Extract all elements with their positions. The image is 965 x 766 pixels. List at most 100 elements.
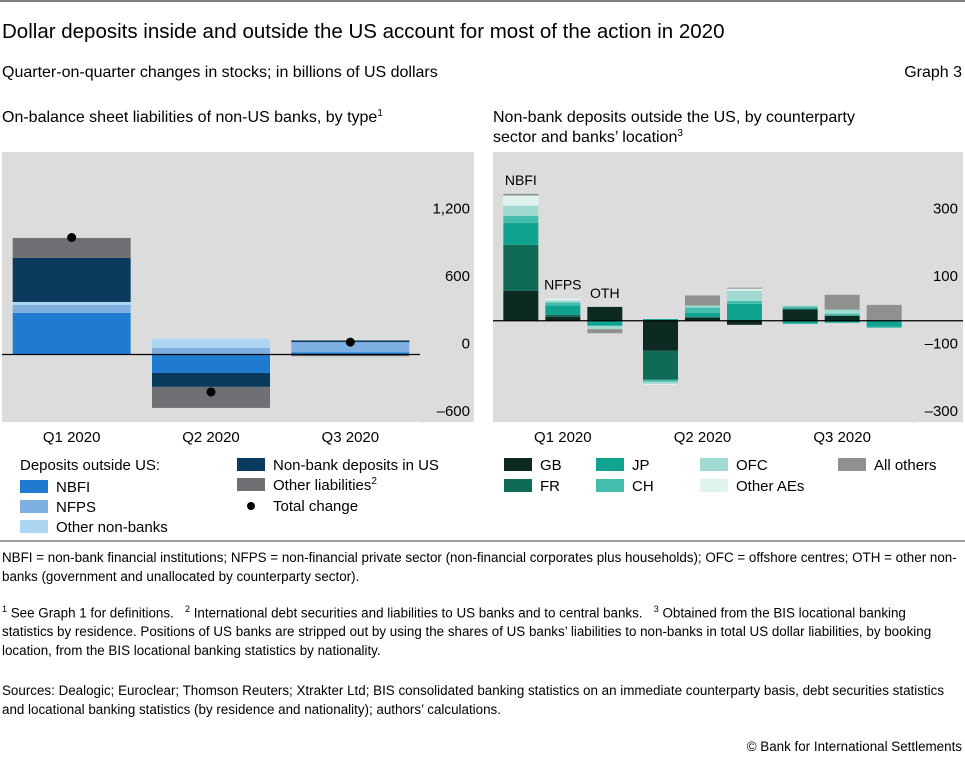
panel-title-line: Non-bank deposits outside the US, by cou…	[493, 109, 855, 126]
bar-segment	[643, 319, 678, 321]
legend-label: GB	[540, 457, 562, 474]
sources: Sources: Dealogic; Euroclear; Thomson Re…	[2, 683, 945, 717]
legend-text: NBFI	[56, 479, 90, 496]
bar-segment	[643, 320, 678, 351]
y-tick-label: –600	[437, 403, 470, 420]
panel-title-line: sector and banks’ location	[493, 129, 677, 146]
bar-segment	[587, 320, 623, 326]
legend-text: All others	[874, 457, 937, 474]
legend-text: NFPS	[56, 499, 96, 516]
legend-dot	[247, 502, 255, 510]
y-tick-label: –100	[925, 336, 958, 353]
y-tick-label: 1,200	[432, 201, 470, 218]
legend-label: NFPS	[56, 499, 96, 516]
bar-segment	[587, 329, 623, 334]
legend-swatch	[20, 520, 48, 533]
chart-title: Dollar deposits inside and outside the U…	[2, 20, 725, 43]
footnote: See Graph 1 for definitions.	[10, 605, 174, 621]
legend-text: GB	[540, 457, 562, 474]
footnote: International debt securities and liabil…	[193, 605, 643, 621]
bar-segment	[824, 320, 860, 323]
bar-segment	[503, 193, 539, 196]
legend-label: Non-bank deposits in US	[273, 457, 439, 474]
total-dot	[345, 337, 355, 347]
bar-segment	[685, 316, 720, 318]
bar-segment	[152, 347, 270, 355]
x-tick-label: Q1 2020	[43, 429, 101, 446]
bar-segment	[503, 244, 539, 291]
y-tick-label: 300	[933, 201, 958, 218]
bar-segment	[824, 313, 860, 316]
y-tick-label: 600	[445, 268, 470, 285]
panel-title-text: On-balance sheet liabilities of non-US b…	[2, 109, 377, 126]
bar-segment	[545, 314, 581, 317]
bar-segment	[152, 354, 270, 373]
y-tick-label: 0	[462, 336, 470, 353]
bar-segment	[685, 312, 720, 317]
legend-swatch	[700, 479, 728, 492]
bar-segment	[12, 305, 131, 313]
legend-label: JP	[632, 457, 650, 474]
bar-segment	[503, 205, 539, 216]
bar-segment	[685, 305, 720, 308]
bar-segment	[685, 307, 720, 313]
legend-swatch	[596, 479, 624, 492]
bar-segment	[291, 342, 410, 353]
bar-segment	[782, 306, 818, 309]
bar-segment	[503, 290, 539, 321]
legend-swatch	[504, 479, 532, 492]
legend-text: Non-bank deposits in US	[273, 457, 439, 474]
legend-label: Total change	[273, 498, 358, 515]
bar-segment	[152, 372, 270, 387]
bar-segment	[545, 302, 581, 306]
bar-segment	[12, 257, 131, 302]
bar-segment	[587, 306, 623, 321]
legend-text: JP	[632, 457, 650, 474]
bar-segment	[866, 304, 902, 321]
bar-segment	[152, 338, 270, 348]
bar-segment	[643, 381, 678, 384]
legend-text: Other AEs	[736, 478, 804, 495]
legend-label: Other AEs	[736, 478, 804, 495]
bar-segment	[866, 320, 902, 327]
bar-segment	[727, 320, 762, 325]
legend-title: Deposits outside US:	[20, 457, 160, 474]
legend-swatch	[237, 478, 265, 491]
bar-segment	[291, 354, 410, 357]
bar-segment	[503, 195, 539, 206]
bar-segment	[727, 288, 762, 291]
bar-segment	[685, 295, 720, 306]
bar-label: OTH	[590, 285, 620, 301]
legend-label: FR	[540, 478, 560, 495]
bar-segment	[866, 326, 902, 328]
bar-segment	[782, 305, 818, 307]
bar-segment	[545, 305, 581, 315]
y-tick-label: 100	[933, 268, 958, 285]
x-tick-label: Q3 2020	[813, 429, 871, 446]
legend-text: Other liabilities	[273, 477, 371, 494]
panel-title: On-balance sheet liabilities of non-US b…	[2, 108, 383, 126]
footnote-mark: 1	[2, 604, 8, 614]
legend-text: OFC	[736, 457, 768, 474]
copyright: © Bank for International Settlements	[746, 739, 962, 754]
footnote-mark: 3	[653, 604, 659, 614]
bar-segment	[12, 237, 131, 258]
legend-swatch	[504, 458, 532, 471]
bar-label: NFPS	[544, 276, 581, 292]
legend-swatch	[20, 500, 48, 513]
legend-swatch	[20, 480, 48, 493]
bar-segment	[727, 300, 762, 304]
bar-segment	[643, 379, 678, 382]
bar-segment	[727, 303, 762, 321]
y-tick-label: –300	[925, 403, 958, 420]
abbreviations: NBFI = non-bank financial institutions; …	[2, 550, 957, 584]
legend-note: 2	[371, 476, 377, 487]
bar-segment	[824, 315, 860, 321]
legend-swatch	[700, 458, 728, 471]
legend-swatch	[838, 458, 866, 471]
graph-label: Graph 3	[904, 64, 962, 81]
bar-segment	[782, 309, 818, 321]
total-dot	[206, 387, 216, 397]
panel-title: Non-bank deposits outside the US, by cou…	[493, 109, 855, 146]
